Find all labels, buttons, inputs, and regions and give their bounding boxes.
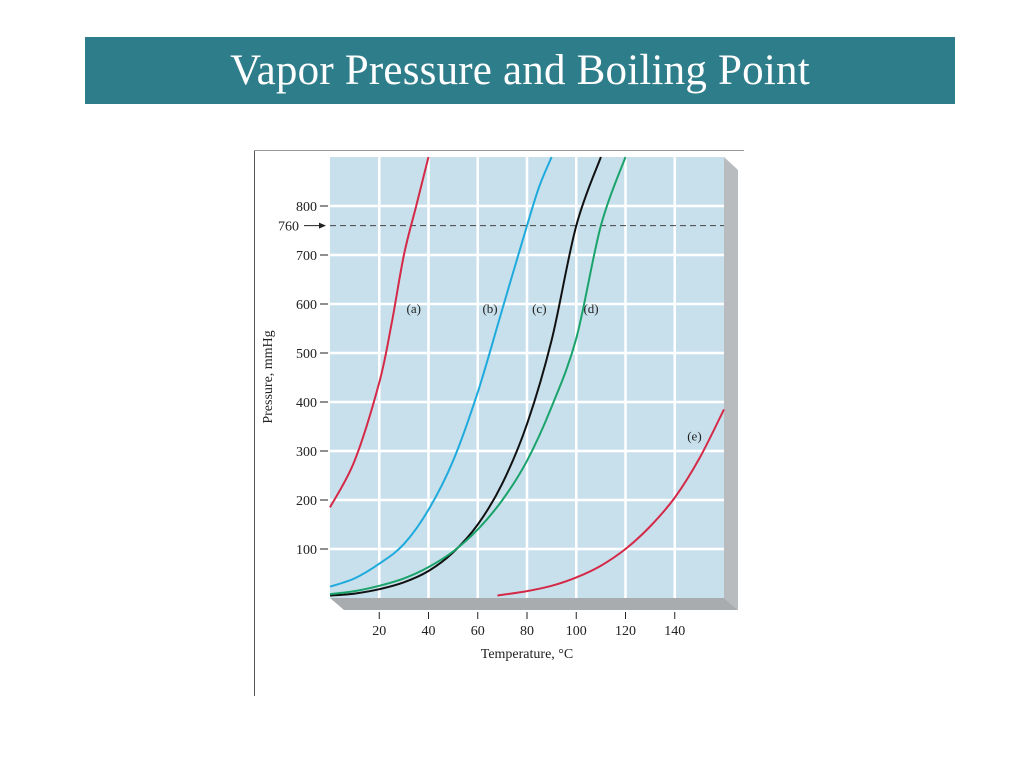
y-tick-label: 700 xyxy=(296,249,317,264)
y-axis: 100 200 300 400 500 600 700 800 760 xyxy=(278,200,328,558)
x-tick-label: 120 xyxy=(615,624,636,639)
plot-depth-bottom xyxy=(330,598,738,610)
series-line-d xyxy=(329,156,627,596)
series-group xyxy=(329,156,725,597)
figure-left-rule xyxy=(254,150,255,696)
x-axis-title: Temperature, °C xyxy=(481,647,573,662)
curve-label: (b) xyxy=(482,301,497,316)
y-tick-label: 300 xyxy=(296,445,317,460)
y-tick-label: 400 xyxy=(296,396,317,411)
x-tick-label: 80 xyxy=(520,624,534,639)
y-tick-label: 100 xyxy=(296,543,317,558)
x-tick-label: 20 xyxy=(372,624,386,639)
series-line-a xyxy=(329,156,430,508)
series-line-b xyxy=(329,156,553,588)
curve-label: (a) xyxy=(407,301,421,316)
x-tick-label: 60 xyxy=(471,624,485,639)
reference-line-label: 760 xyxy=(278,220,299,235)
y-tick-label: 200 xyxy=(296,494,317,509)
curve-labels: (a) (b) (c) (d) (e) xyxy=(407,301,702,443)
x-tick-label: 140 xyxy=(664,624,685,639)
title-bar: Vapor Pressure and Boiling Point xyxy=(85,37,955,104)
y-tick-label: 500 xyxy=(296,347,317,362)
x-tick-label: 40 xyxy=(422,624,436,639)
curve-label: (e) xyxy=(687,428,701,443)
x-tick-label: 100 xyxy=(566,624,587,639)
plot-depth-right xyxy=(724,157,738,610)
y-tick-label: 600 xyxy=(296,298,317,313)
curve-label: (d) xyxy=(583,301,598,316)
series-line-e xyxy=(497,408,725,597)
curve-label: (c) xyxy=(532,301,546,316)
x-axis: 20 40 60 80 100 120 140 xyxy=(372,612,685,639)
series-line-c xyxy=(329,156,602,597)
y-tick-label: 800 xyxy=(296,200,317,215)
y-axis-title: Pressure, mmHg xyxy=(261,330,276,423)
figure-top-rule xyxy=(254,150,744,151)
slide-title: Vapor Pressure and Boiling Point xyxy=(230,47,810,94)
reference-arrow-head xyxy=(319,222,326,229)
